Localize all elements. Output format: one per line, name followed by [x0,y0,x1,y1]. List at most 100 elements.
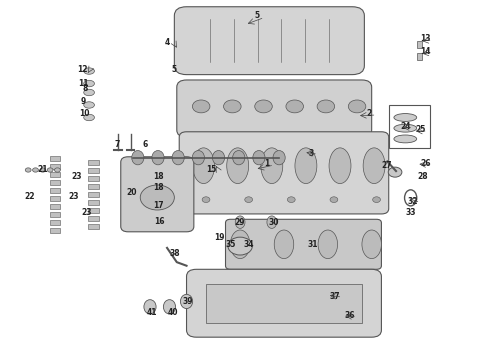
Ellipse shape [213,150,224,165]
Bar [187,141,357,157]
Text: 31: 31 [308,240,319,249]
Ellipse shape [329,148,351,184]
Ellipse shape [84,114,95,121]
Ellipse shape [318,230,338,258]
Bar [50,165,60,169]
FancyBboxPatch shape [174,7,365,75]
Bar [50,188,60,193]
Text: 22: 22 [24,192,35,201]
Ellipse shape [363,148,385,184]
Ellipse shape [84,102,95,108]
Text: 21: 21 [38,165,48,174]
Text: 6: 6 [143,140,148,149]
Bar [50,220,60,225]
Circle shape [223,100,241,113]
FancyBboxPatch shape [187,269,381,337]
Bar [206,284,362,323]
Circle shape [288,197,295,203]
Ellipse shape [192,143,206,154]
FancyBboxPatch shape [177,80,372,137]
Text: 11: 11 [78,79,89,88]
Ellipse shape [235,216,245,228]
Ellipse shape [172,150,184,165]
Bar [88,208,99,213]
Text: 17: 17 [153,201,164,210]
Text: 13: 13 [420,35,431,44]
Ellipse shape [132,150,144,165]
Bar [88,216,99,221]
Ellipse shape [152,150,164,165]
Ellipse shape [394,124,416,132]
Ellipse shape [295,148,317,184]
Text: 34: 34 [244,240,254,249]
Text: 1: 1 [264,159,270,168]
Bar [50,228,60,233]
Ellipse shape [180,294,193,309]
Circle shape [255,100,272,113]
Text: 30: 30 [269,219,279,228]
Ellipse shape [274,230,294,258]
Circle shape [54,168,60,172]
Text: 5: 5 [172,65,177,74]
Circle shape [202,197,210,203]
Text: 27: 27 [381,161,392,170]
FancyBboxPatch shape [225,219,381,269]
Ellipse shape [343,143,357,154]
FancyBboxPatch shape [121,157,194,232]
Circle shape [245,197,252,203]
Ellipse shape [221,143,236,154]
Text: 2: 2 [367,109,372,118]
Text: 39: 39 [183,297,193,306]
Ellipse shape [394,113,416,121]
Bar [88,224,99,229]
Text: 26: 26 [420,159,431,168]
Text: 9: 9 [81,97,86,106]
Ellipse shape [282,143,296,154]
Ellipse shape [230,230,250,258]
Circle shape [388,167,402,177]
Text: 28: 28 [417,172,428,181]
Circle shape [317,100,335,113]
Text: 5: 5 [255,11,260,20]
Text: 38: 38 [169,249,180,258]
Ellipse shape [227,148,248,184]
FancyBboxPatch shape [179,132,389,214]
Circle shape [32,168,38,172]
Text: 3: 3 [308,149,314,158]
Ellipse shape [192,150,204,165]
Text: 37: 37 [330,292,341,301]
Bar [389,105,430,148]
Circle shape [193,100,210,113]
Bar [88,192,99,197]
Text: 33: 33 [405,208,416,217]
Text: 32: 32 [408,197,418,206]
Text: 12: 12 [77,65,88,74]
Text: 35: 35 [225,240,236,249]
Bar [50,157,60,161]
Ellipse shape [193,148,215,184]
Circle shape [330,197,338,203]
Ellipse shape [84,89,95,96]
Ellipse shape [163,300,175,314]
Bar [50,180,60,185]
Bar [416,53,422,60]
Ellipse shape [312,143,327,154]
Text: 14: 14 [420,47,431,56]
Bar [50,212,60,217]
Bar [50,204,60,209]
Bar [50,196,60,201]
Circle shape [25,168,31,172]
Text: 41: 41 [147,308,158,317]
Ellipse shape [253,150,265,165]
Text: 23: 23 [81,208,92,217]
Bar [88,200,99,205]
Circle shape [348,100,366,113]
Circle shape [228,237,252,255]
Ellipse shape [261,148,283,184]
Circle shape [373,197,380,203]
Circle shape [47,168,53,172]
Ellipse shape [144,300,156,314]
Text: 19: 19 [214,233,224,242]
Text: 20: 20 [127,188,137,197]
Text: 16: 16 [154,217,165,226]
